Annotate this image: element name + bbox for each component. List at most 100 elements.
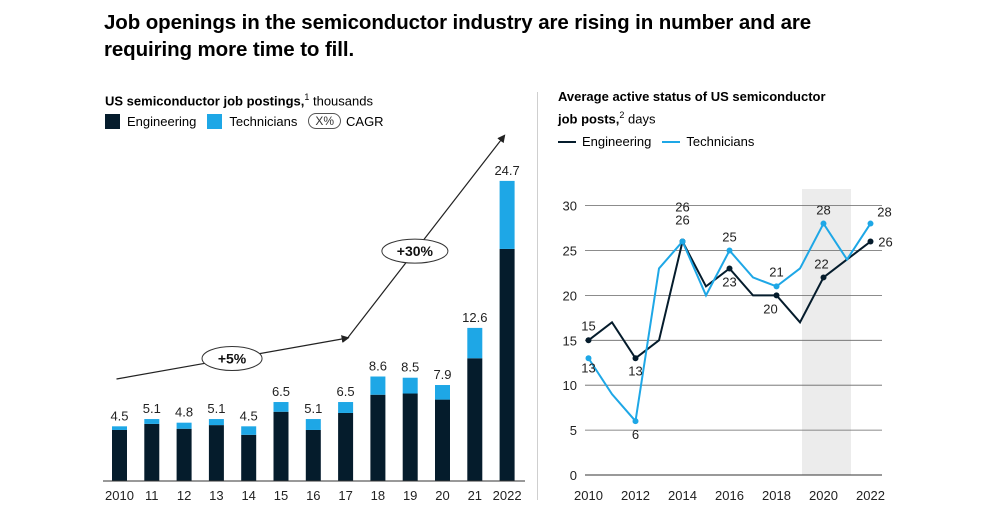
bar-total-label: 7.9 (433, 367, 451, 382)
x-tick-label: 2018 (762, 488, 791, 503)
bar-technicians-12 (176, 422, 192, 429)
legend-label-engineering: Engineering (127, 113, 197, 129)
bar-category-label: 13 (209, 488, 223, 503)
legend-item-technicians-line: Technicians (662, 134, 754, 149)
line-chart-title-unit: days (624, 111, 656, 127)
legend-label-technicians: Technicians (229, 113, 298, 129)
point-label-engineering: 13 (628, 363, 642, 378)
legend-item-engineering-line: Engineering (558, 134, 651, 149)
bar-technicians-14 (241, 426, 257, 435)
point-label-engineering: 23 (722, 274, 736, 289)
bar-engineering-17 (338, 412, 354, 481)
legend-item-technicians: Technicians (207, 113, 298, 129)
bar-total-label: 6.5 (272, 384, 290, 399)
point-label-technicians: 28 (816, 203, 830, 218)
bar-total-label: 8.5 (401, 360, 419, 375)
chart-divider (537, 92, 538, 500)
technicians-line-swatch (662, 140, 681, 143)
bar-technicians-20 (435, 385, 450, 400)
bar-technicians-11 (144, 419, 160, 424)
bar-total-label: 4.5 (110, 408, 128, 423)
bar-technicians-15 (273, 402, 289, 412)
point-technicians-2014 (679, 238, 686, 245)
y-tick-label: 20 (563, 288, 577, 303)
bar-engineering-19 (402, 393, 418, 481)
bar-category-label: 14 (241, 488, 255, 503)
bar-chart-title-footnote: 1 (304, 92, 310, 102)
y-tick-label: 30 (563, 199, 577, 214)
point-label-engineering: 26 (675, 200, 689, 215)
bar-chart-title-main: US semiconductor job postings, (105, 93, 305, 109)
engineering-line-swatch (558, 140, 576, 143)
point-label-engineering: 26 (878, 235, 892, 250)
point-technicians-2022 (867, 220, 874, 227)
bar-total-label: 5.1 (143, 401, 161, 416)
bar-engineering-21 (467, 358, 483, 481)
bar-technicians-13 (208, 419, 224, 426)
point-label-technicians: 13 (581, 360, 595, 375)
bar-chart-title: US semiconductor job postings,1 thousand… (105, 88, 373, 110)
bar-total-label: 24.7 (494, 163, 519, 178)
bar-category-label: 12 (177, 488, 191, 503)
bar-chart-title-unit: thousands (309, 93, 373, 109)
y-tick-label: 10 (563, 378, 577, 393)
bar-chart: 4.5 2010 5.1 11 4.8 12 5.1 13 4.5 14 6.5 15 5.1 16 6.5… (103, 134, 525, 503)
point-engineering-2010 (585, 337, 592, 344)
bar-category-label: 2010 (105, 488, 134, 503)
bar-category-label: 19 (403, 488, 417, 503)
bar-total-label: 12.6 (462, 310, 487, 325)
x-tick-label: 2010 (574, 488, 603, 503)
cagr-oval-2 (381, 238, 449, 264)
bar-engineering-2010 (112, 429, 127, 481)
bar-category-label: 11 (145, 488, 159, 503)
y-tick-label: 25 (563, 244, 577, 259)
legend-item-engineering: Engineering (105, 113, 197, 129)
bar-chart-legend: Engineering Technicians X% CAGR (105, 113, 395, 129)
bar-engineering-12 (176, 428, 192, 481)
page-title: Job openings in the semiconductor indust… (104, 11, 812, 61)
bar-total-label: 5.1 (207, 401, 225, 416)
bar-total-label: 4.5 (240, 408, 258, 423)
cagr-label: +30% (397, 243, 434, 259)
point-engineering-2016 (726, 265, 733, 272)
point-engineering-2018 (773, 292, 780, 299)
bar-engineering-15 (273, 411, 289, 481)
bar-engineering-20 (435, 399, 450, 481)
point-label-engineering: 20 (763, 301, 777, 316)
bar-engineering-18 (370, 394, 386, 481)
highlight-band (802, 189, 851, 475)
point-label-technicians: 28 (877, 205, 891, 220)
legend-item-cagr: X% CAGR (308, 113, 384, 129)
bar-technicians-17 (338, 402, 354, 413)
x-tick-label: 2020 (809, 488, 838, 503)
x-tick-label: 2022 (856, 488, 885, 503)
bar-engineering-11 (144, 423, 160, 481)
technicians-swatch (207, 113, 223, 129)
line-chart-legend: Engineering Technicians (558, 134, 765, 149)
point-label-technicians: 25 (722, 230, 736, 245)
legend-label-engineering-line: Engineering (582, 134, 652, 149)
bar-total-label: 8.6 (369, 359, 387, 374)
bar-engineering-16 (305, 429, 321, 481)
line-chart-title: Average active status of US semiconducto… (558, 88, 888, 128)
y-tick-label: 0 (570, 468, 577, 483)
point-label-technicians: 21 (769, 264, 783, 279)
bar-engineering-14 (241, 434, 257, 481)
bar-technicians-19 (402, 377, 418, 394)
bar-technicians-2022 (499, 180, 515, 249)
bar-technicians-2010 (112, 426, 127, 430)
y-tick-label: 5 (570, 423, 577, 438)
cagr-key-oval: X% (308, 113, 342, 129)
y-tick-label: 15 (563, 333, 577, 348)
x-tick-label: 2016 (715, 488, 744, 503)
point-engineering-2022 (867, 238, 874, 245)
cagr-arrow-2017-2022 (347, 134, 506, 339)
point-technicians-2016 (726, 247, 733, 254)
point-label-engineering: 15 (581, 318, 595, 333)
bar-category-label: 15 (274, 488, 288, 503)
bar-total-label: 4.8 (175, 405, 193, 420)
line-chart-title-footnote: 2 (619, 110, 625, 120)
engineering-swatch (105, 113, 120, 129)
bar-engineering-2022 (499, 248, 515, 481)
